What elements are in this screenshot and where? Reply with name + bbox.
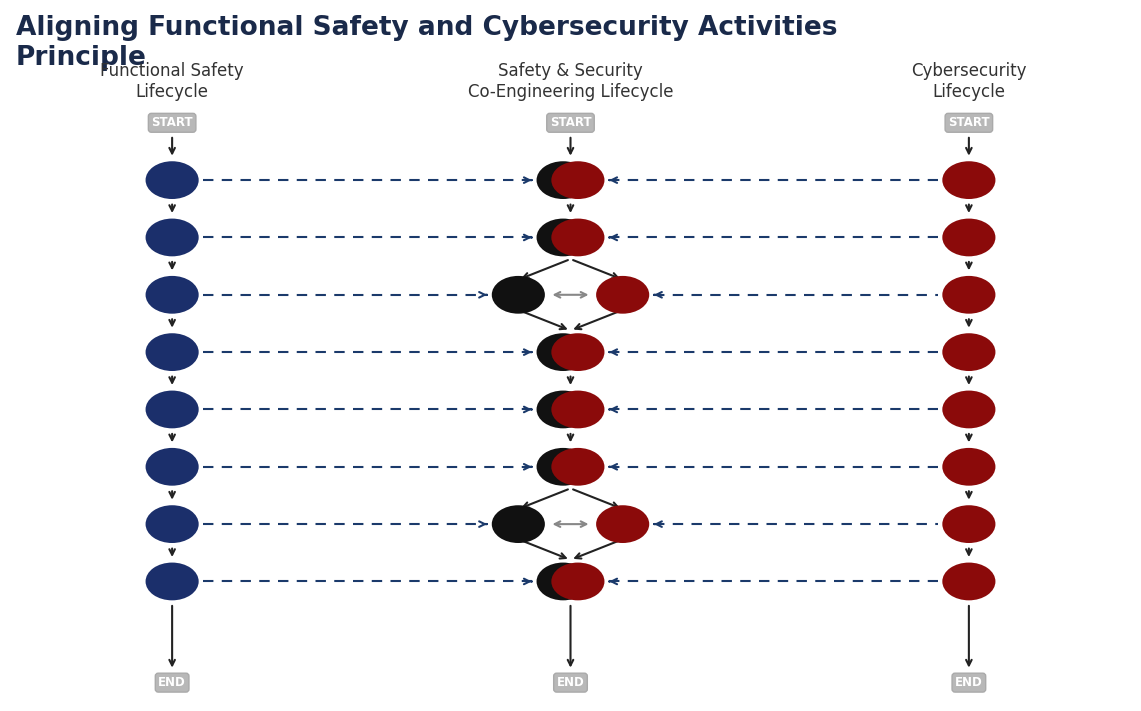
Circle shape [536, 390, 590, 428]
Circle shape [536, 161, 590, 199]
Text: Cybersecurity
Lifecycle: Cybersecurity Lifecycle [912, 62, 1027, 101]
Circle shape [942, 333, 995, 371]
Circle shape [492, 276, 545, 314]
Circle shape [596, 276, 649, 314]
Circle shape [146, 506, 199, 543]
Text: START: START [948, 117, 989, 129]
Text: END: END [159, 676, 186, 689]
Circle shape [942, 562, 995, 600]
Text: START: START [152, 117, 193, 129]
Text: Functional Safety
Lifecycle: Functional Safety Lifecycle [100, 62, 244, 101]
Circle shape [551, 333, 605, 371]
Circle shape [942, 506, 995, 543]
Circle shape [551, 562, 605, 600]
Circle shape [551, 390, 605, 428]
Circle shape [146, 448, 199, 486]
Circle shape [536, 562, 590, 600]
Text: END: END [557, 676, 584, 689]
Text: START: START [550, 117, 591, 129]
Circle shape [536, 218, 590, 257]
Circle shape [551, 218, 605, 257]
Circle shape [536, 448, 590, 486]
Circle shape [942, 390, 995, 428]
Circle shape [146, 390, 199, 428]
Circle shape [942, 276, 995, 314]
Circle shape [146, 562, 199, 600]
Circle shape [942, 161, 995, 199]
Text: Safety & Security
Co-Engineering Lifecycle: Safety & Security Co-Engineering Lifecyc… [468, 62, 673, 101]
Text: Principle: Principle [16, 46, 146, 71]
Circle shape [942, 218, 995, 257]
Circle shape [146, 218, 199, 257]
Circle shape [536, 333, 590, 371]
Text: END: END [955, 676, 982, 689]
Circle shape [596, 506, 649, 543]
Text: Aligning Functional Safety and Cybersecurity Activities: Aligning Functional Safety and Cybersecu… [16, 15, 837, 41]
Circle shape [492, 506, 545, 543]
Circle shape [146, 276, 199, 314]
Circle shape [942, 448, 995, 486]
Circle shape [551, 448, 605, 486]
Circle shape [146, 161, 199, 199]
Circle shape [551, 161, 605, 199]
Circle shape [146, 333, 199, 371]
